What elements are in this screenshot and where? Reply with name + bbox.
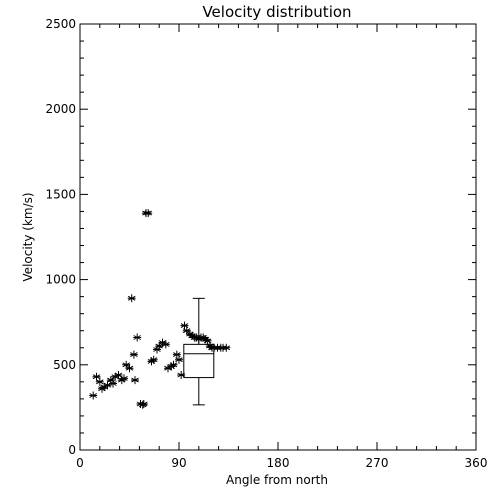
axis-ticks — [79, 23, 477, 451]
boxplot — [183, 297, 215, 406]
y-tick-label: 1000 — [45, 273, 76, 287]
data-point — [114, 371, 123, 379]
data-point — [180, 321, 189, 330]
y-tick-label: 1500 — [45, 187, 76, 201]
data-point — [153, 345, 161, 354]
data-point — [103, 381, 112, 390]
data-point — [95, 377, 104, 386]
x-tick-label: 360 — [465, 456, 488, 470]
axis-tick-labels: 0 90 180 270 360 0 500 1000 1500 2000 2500 — [45, 17, 487, 470]
y-tick-label: 2000 — [45, 102, 76, 116]
y-tick-label: 500 — [53, 358, 76, 372]
data-point — [139, 400, 148, 408]
x-tick-label: 270 — [366, 456, 389, 470]
scatter-points — [89, 209, 231, 409]
data-point — [182, 326, 191, 335]
data-point — [133, 333, 142, 342]
x-tick-label: 180 — [267, 456, 290, 470]
data-point — [161, 340, 170, 349]
data-point — [125, 364, 134, 373]
y-tick-label: 2500 — [45, 17, 76, 31]
data-point — [89, 391, 98, 400]
data-point — [144, 209, 153, 218]
data-point — [127, 294, 136, 303]
data-point — [172, 350, 181, 359]
data-point — [109, 379, 117, 388]
data-point — [222, 343, 231, 352]
plot-frame — [79, 23, 477, 451]
x-tick-label: 90 — [171, 456, 186, 470]
y-axis-title: Velocity (km/s) — [21, 192, 35, 281]
data-point — [129, 350, 138, 359]
data-point — [169, 360, 178, 369]
data-point — [131, 376, 139, 385]
y-tick-label: 0 — [68, 443, 76, 457]
data-point — [92, 372, 101, 381]
data-point — [149, 355, 158, 364]
x-axis-title: Angle from north — [226, 473, 328, 487]
x-tick-label: 0 — [76, 456, 84, 470]
data-point — [203, 336, 212, 345]
data-point — [120, 374, 128, 383]
data-point — [106, 376, 115, 385]
data-point — [122, 360, 131, 369]
chart-title: Velocity distribution — [202, 3, 351, 21]
data-point — [177, 371, 186, 379]
data-point — [175, 355, 183, 364]
data-point — [155, 342, 164, 351]
